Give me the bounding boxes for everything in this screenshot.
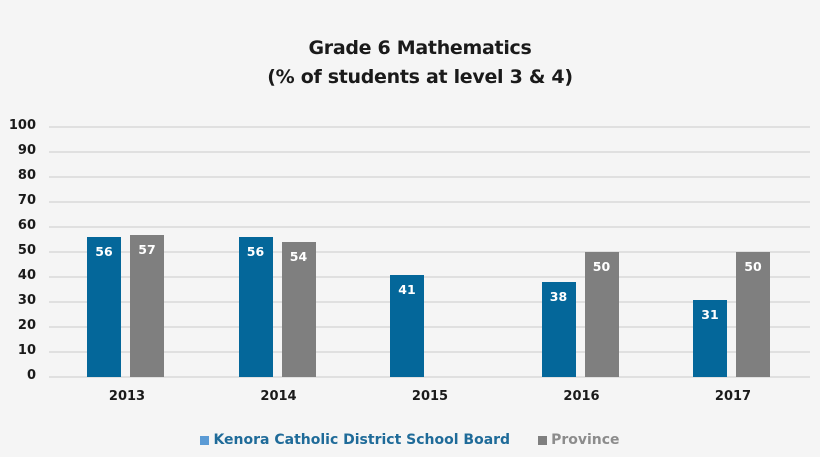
gridline	[49, 326, 810, 328]
y-tick-label: 50	[17, 243, 36, 258]
x-tick-label: 2017	[714, 389, 752, 404]
plot-area: 56 57 56 54 41 38 50 31 50	[49, 126, 810, 378]
bar-province: 50	[736, 252, 770, 377]
data-label: 56	[95, 244, 113, 259]
gridline	[49, 226, 810, 228]
y-tick-label: 30	[17, 293, 36, 308]
legend: Kenora Catholic District School Board Pr…	[0, 432, 820, 448]
data-label: 54	[289, 249, 308, 264]
gridline	[49, 151, 810, 153]
y-tick-label: 90	[17, 143, 36, 158]
gridline	[49, 201, 810, 203]
data-label: 31	[701, 306, 719, 322]
data-label: 56	[246, 244, 265, 259]
bar-province: 50	[584, 252, 619, 377]
y-tick-label: 60	[17, 218, 36, 233]
x-tick-label: 2016	[563, 389, 600, 404]
gridline	[49, 126, 810, 128]
y-tick-label: 10	[17, 343, 36, 358]
gridline	[49, 351, 810, 353]
bar-kcdsb: 38	[541, 282, 576, 377]
y-tick-label: 0	[26, 368, 36, 383]
gridline	[49, 251, 810, 253]
gridline	[49, 301, 810, 303]
bar-kcdsb: 41	[390, 274, 424, 377]
data-label: 41	[398, 281, 416, 297]
x-tick-label: 2015	[411, 389, 449, 404]
y-tick-label: 80	[17, 168, 36, 183]
gridline	[49, 176, 810, 178]
bar-kcdsb: 56	[238, 237, 273, 377]
legend-item-kcdsb: Kenora Catholic District School Board	[200, 432, 510, 448]
bar-kcdsb: 31	[693, 299, 727, 377]
chart-title: Grade 6 Mathematics	[308, 37, 532, 59]
legend-label-kcdsb: Kenora Catholic District School Board	[213, 432, 511, 448]
bar-province: 57	[130, 234, 164, 377]
x-tick-label: 2014	[260, 389, 297, 404]
x-tick-label: 2013	[108, 389, 146, 404]
y-tick-label: 100	[8, 118, 36, 133]
legend-item-province: Province	[538, 432, 620, 448]
gridline	[49, 276, 810, 278]
y-tick-label: 20	[17, 318, 36, 333]
data-label: 57	[138, 241, 156, 257]
y-tick-label: 40	[17, 268, 36, 283]
data-label: 50	[592, 259, 611, 274]
data-label: 38	[549, 289, 568, 304]
data-label: 50	[744, 259, 762, 274]
y-tick-label: 70	[17, 193, 36, 208]
chart-subtitle: (% of students at level 3 & 4)	[267, 66, 573, 88]
bar-province: 54	[281, 242, 316, 377]
bar-kcdsb: 56	[87, 237, 121, 377]
legend-label-province: Province	[551, 432, 620, 448]
legend-swatch-province	[538, 435, 548, 445]
legend-swatch-kcdsb	[200, 435, 210, 445]
gridline	[49, 376, 810, 378]
